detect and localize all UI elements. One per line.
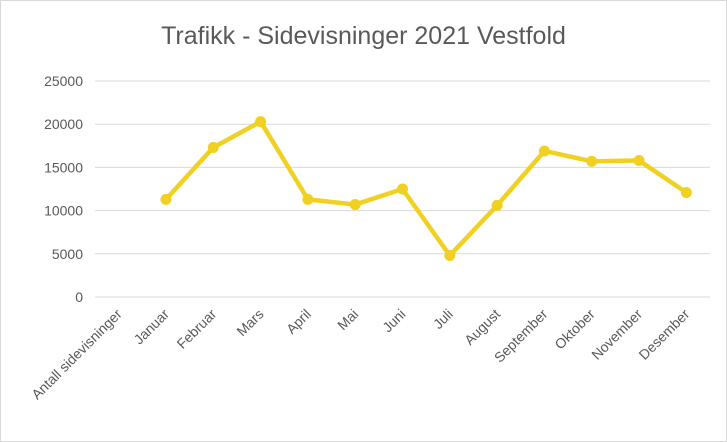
- data-point: [586, 155, 598, 167]
- data-point: [255, 116, 267, 128]
- y-tick-label: 10000: [44, 203, 83, 219]
- x-tick-label: Antall sidevisninger: [28, 306, 125, 403]
- y-tick-label: 25000: [44, 73, 83, 89]
- x-tick-label: Mars: [233, 306, 266, 339]
- y-tick-label: 15000: [44, 159, 83, 175]
- y-axis-ticks: 0 5000 10000 15000 20000 25000: [44, 73, 83, 305]
- x-tick-label: Mai: [334, 306, 361, 333]
- data-point: [633, 154, 645, 166]
- y-tick-label: 20000: [44, 116, 83, 132]
- series-line: [163, 119, 689, 258]
- x-tick-label: August: [461, 306, 503, 348]
- gridlines: [95, 80, 710, 298]
- x-tick-label: Desember: [635, 306, 692, 363]
- chart-title: Trafikk - Sidevisninger 2021 Vestfold: [161, 22, 566, 50]
- data-point: [207, 142, 219, 154]
- x-tick-label: Januar: [130, 306, 172, 348]
- data-point: [349, 199, 361, 211]
- x-tick-label: Juni: [379, 306, 408, 335]
- y-tick-label: 5000: [52, 246, 83, 262]
- data-point: [397, 183, 408, 195]
- x-tick-label: November: [588, 306, 645, 363]
- x-tick-label: Juli: [430, 306, 456, 332]
- data-point: [491, 199, 503, 211]
- data-point: [680, 186, 692, 198]
- series-group: [160, 116, 692, 262]
- data-point: [538, 145, 550, 157]
- x-tick-label: Oktober: [551, 306, 598, 353]
- y-tick-label: 0: [75, 289, 83, 305]
- data-point: [444, 250, 456, 262]
- x-tick-label: April: [283, 306, 314, 337]
- x-tick-label: Februar: [173, 306, 219, 352]
- data-point: [302, 193, 314, 205]
- data-point: [160, 193, 172, 205]
- x-axis-ticks: Antall sidevisninger Januar Februar Mars Apr…: [28, 306, 693, 403]
